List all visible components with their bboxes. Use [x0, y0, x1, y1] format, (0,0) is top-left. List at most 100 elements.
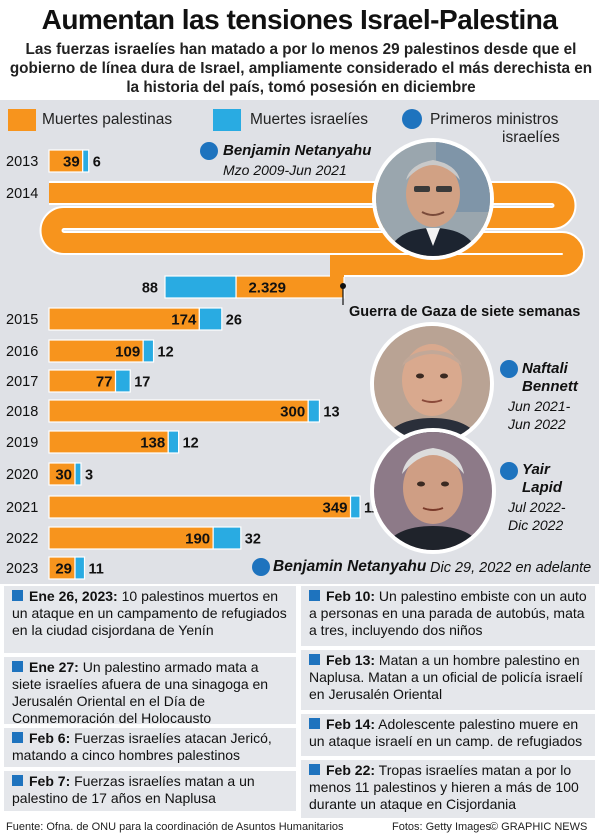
event-date: Feb 6:	[29, 730, 71, 746]
value-label-israeli: 3	[85, 468, 93, 484]
legend-label-israeli: Muertes israelíes	[250, 111, 369, 128]
value-label-israeli: 26	[226, 313, 242, 329]
value-label-israeli: 32	[245, 532, 261, 548]
event-date: Feb 22:	[326, 762, 376, 778]
legend-label-palestinian: Muertes palestinas	[42, 111, 173, 128]
value-label-israeli: 11	[89, 562, 104, 578]
pm-name-bennett-first: Naftali	[522, 360, 568, 377]
event-date: Feb 13:	[326, 652, 376, 668]
bar-israeli	[212, 526, 242, 550]
footer-credit: © GRAPHIC NEWS	[490, 821, 588, 833]
bar-israeli	[198, 307, 223, 331]
year-label: 2013	[6, 154, 38, 170]
event-item: Feb 13: Matan a un hombre palestino en N…	[301, 650, 595, 710]
bullet-square-icon	[309, 718, 320, 729]
year-label: 2017	[6, 374, 38, 390]
pm-name-bennett: Naftali Bennett	[522, 360, 578, 396]
bar-palestinian	[48, 399, 309, 423]
event-item: Feb 14: Adolescente palestino muere en u…	[301, 714, 595, 756]
pm-name-lapid-last: Lapid	[522, 479, 562, 496]
value-label-palestinian: 300	[280, 404, 305, 421]
value-label-palestinian: 138	[140, 435, 165, 452]
legend-swatch-palestinian	[8, 109, 36, 131]
bullet-square-icon	[12, 732, 23, 743]
pm-term-bennett-end: Jun 2022	[508, 416, 566, 432]
pm-name-netanyahu-2: Benjamin Netanyahu	[273, 558, 427, 575]
bar-palestinian-2014-outline	[39, 181, 585, 277]
pm-term-bennett-start: Jun 2021-	[508, 398, 571, 414]
event-date: Ene 26, 2023:	[29, 588, 118, 604]
photo-lapid	[370, 428, 496, 554]
event-item: Feb 10: Un palestino embiste con un auto…	[301, 586, 595, 646]
bar-israeli	[167, 430, 180, 454]
event-item: Feb 22: Tropas israelíes matan a por lo …	[301, 760, 595, 818]
footer-source: Fuente: Ofna. de ONU para la coordinació…	[6, 821, 344, 833]
event-item: Feb 6: Fuerzas israelíes atacan Jericó, …	[4, 728, 296, 767]
page-title: Aumentan las tensiones Israel-Palestina	[41, 4, 558, 35]
events-timeline: Ene 26, 2023: 10 palestinos muertos en u…	[0, 586, 599, 818]
pm-dot-netanyahu-1	[200, 142, 218, 160]
year-label: 2023	[6, 561, 38, 577]
subtitle: Las fuerzas israelíes han matado a por l…	[9, 41, 593, 96]
value-label-israeli: 13	[323, 405, 339, 421]
year-label: 2019	[6, 435, 38, 451]
year-label: 2015	[6, 312, 38, 328]
bullet-square-icon	[12, 661, 23, 672]
legend-label-pm-line2: israelíes	[502, 129, 560, 146]
value-label-palestinian: 349	[323, 500, 348, 517]
value-label-palestinian: 39	[63, 154, 80, 171]
bar-israeli	[74, 556, 86, 580]
bar-israeli	[114, 369, 131, 393]
event-text: Matan a un hombre palestino en Naplusa. …	[309, 652, 583, 702]
bar-israeli	[142, 339, 155, 363]
bullet-square-icon	[309, 654, 320, 665]
year-label: 2018	[6, 404, 38, 420]
pm-term-netanyahu-1: Mzo 2009-Jun 2021	[223, 162, 347, 178]
pm-name-lapid: Yair Lapid	[522, 461, 562, 497]
event-item: Feb 7: Fuerzas israelíes matan a un pale…	[4, 771, 296, 811]
event-date: Ene 27:	[29, 659, 79, 675]
pm-name-lapid-first: Yair	[522, 461, 550, 478]
pm-term-lapid: Jul 2022- Dic 2022	[508, 498, 566, 534]
pm-dot-netanyahu-2	[252, 558, 270, 576]
bar-israeli	[82, 149, 90, 173]
gaza-war-note: Guerra de Gaza de siete semanas	[349, 304, 581, 320]
gaza-pointer-dot	[340, 283, 346, 289]
event-text: Fuerzas israelíes atacan Jericó, matando…	[12, 730, 272, 763]
pm-dot-bennett	[500, 360, 518, 378]
pm-name-netanyahu-1: Benjamin Netanyahu	[223, 142, 372, 159]
pm-term-lapid-end: Dic 2022	[508, 517, 564, 533]
event-text: Adolescente palestino muere en un ataque…	[309, 716, 583, 749]
year-label: 2022	[6, 531, 38, 547]
value-label-israeli-2014: 88	[142, 281, 158, 297]
legend-dot-pm	[402, 109, 422, 129]
value-label-palestinian: 77	[96, 374, 113, 391]
event-text: Un palestino embiste con un auto a perso…	[309, 588, 587, 638]
event-item: Ene 27: Un palestino armado mata a siete…	[4, 657, 296, 726]
event-date: Feb 10:	[326, 588, 376, 604]
year-label: 2016	[6, 344, 38, 360]
pm-term-lapid-start: Jul 2022-	[508, 499, 566, 515]
value-label-israeli: 6	[93, 155, 101, 171]
legend-label-pm-line1: Primeros ministros	[430, 111, 559, 128]
year-label: 2014	[6, 186, 38, 202]
value-label-israeli: 17	[134, 375, 150, 391]
pm-dot-lapid	[500, 462, 518, 480]
bar-palestinian-2014-joint	[330, 255, 344, 277]
pm-term-bennett: Jun 2021- Jun 2022	[508, 397, 570, 433]
bar-israeli	[349, 495, 361, 519]
value-label-israeli: 12	[183, 436, 199, 452]
footer: Fuente: Ofna. de ONU para la coordinació…	[0, 818, 599, 838]
year-label: 2021	[6, 500, 38, 516]
bar-palestinian-2014	[41, 183, 583, 275]
event-text: Un palestino armado mata a siete israelí…	[12, 659, 269, 726]
value-label-palestinian: 190	[185, 531, 210, 548]
bar-israeli-2014	[164, 275, 237, 299]
value-label-palestinian: 29	[55, 561, 72, 578]
value-label-palestinian: 30	[55, 467, 72, 484]
legend-swatch-israeli	[213, 109, 241, 131]
event-item: Ene 26, 2023: 10 palestinos muertos en u…	[4, 586, 296, 653]
bullet-square-icon	[12, 775, 23, 786]
event-text: Fuerzas israelíes matan a un palestino d…	[12, 773, 255, 806]
